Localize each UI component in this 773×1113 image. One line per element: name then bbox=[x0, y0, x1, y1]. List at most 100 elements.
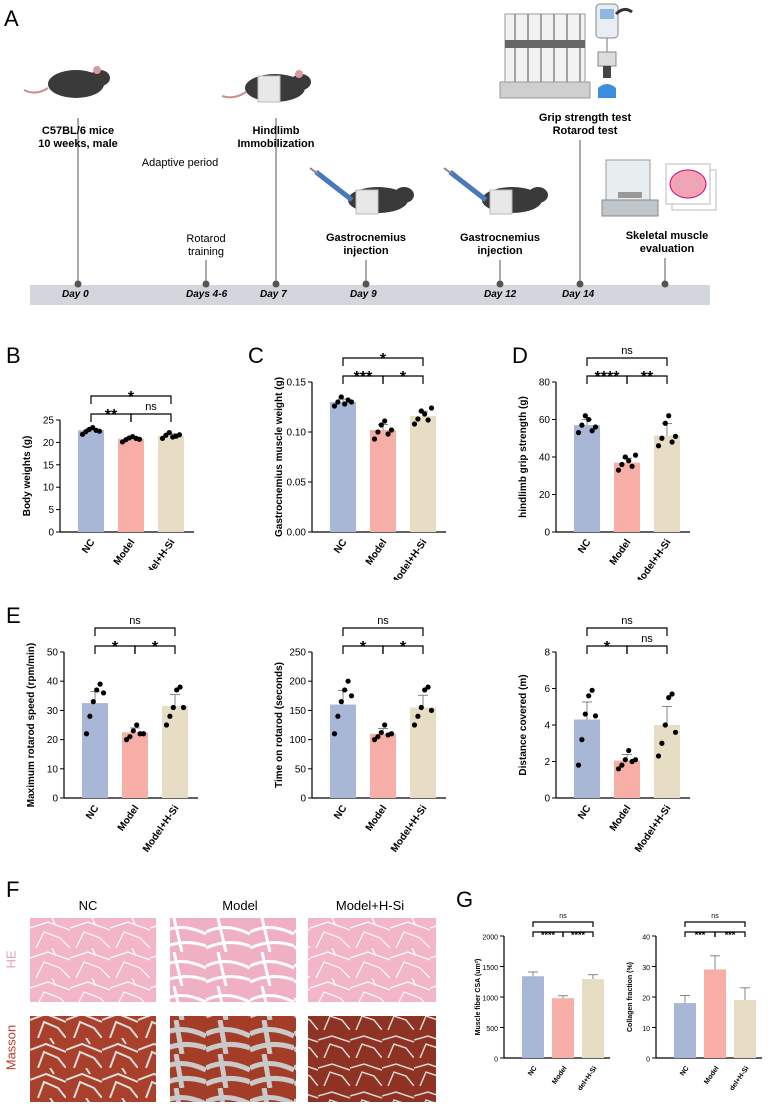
data-point bbox=[382, 722, 388, 728]
significance-bracket bbox=[562, 931, 594, 937]
data-point bbox=[174, 687, 180, 693]
category-label: Model+H-Si bbox=[389, 537, 430, 580]
y-tick-label: 4 bbox=[544, 721, 550, 732]
bar bbox=[654, 435, 680, 532]
data-point bbox=[166, 429, 172, 436]
y-tick-label: 0 bbox=[48, 528, 54, 539]
data-point bbox=[415, 416, 421, 422]
data-point bbox=[385, 431, 391, 437]
y-tick-label: 0 bbox=[544, 794, 550, 805]
significance-label: ns bbox=[621, 615, 633, 627]
he-model-image bbox=[170, 918, 296, 1002]
grip-strength-meter-icon bbox=[595, 3, 633, 98]
panel-label-b: B bbox=[6, 343, 21, 368]
data-point bbox=[100, 690, 107, 696]
data-point bbox=[422, 411, 428, 417]
data-point bbox=[428, 405, 435, 411]
bar bbox=[162, 706, 188, 798]
bar bbox=[158, 435, 184, 532]
category-label: NC bbox=[332, 803, 349, 821]
day-9: Day 9 bbox=[350, 289, 377, 300]
grip-rotarod-label: Grip strength test Rotarod test bbox=[538, 112, 632, 137]
data-point bbox=[666, 413, 672, 419]
rotarod-speed-chart: 0 10 20 30 40 50 Maximum rotarod speed (rpm/mi… bbox=[26, 615, 198, 852]
muscle-tissue-icon bbox=[665, 163, 717, 211]
data-point bbox=[94, 687, 100, 693]
data-point bbox=[97, 681, 103, 687]
category-label: Model bbox=[703, 1065, 720, 1086]
data-point bbox=[615, 766, 622, 772]
category-label: NC bbox=[679, 1065, 691, 1077]
data-point bbox=[83, 731, 90, 737]
data-point bbox=[130, 728, 136, 734]
data-point bbox=[619, 461, 625, 468]
hindlimb-label: Hindlimb Immobilization bbox=[237, 125, 315, 150]
bar bbox=[118, 438, 144, 532]
significance-label: *** bbox=[725, 930, 736, 940]
significance-label: ** bbox=[641, 369, 654, 386]
significance-label: * bbox=[380, 351, 387, 368]
y-tick-label: 5 bbox=[48, 505, 54, 516]
y-tick-label: 0.00 bbox=[287, 528, 307, 539]
significance-bracket bbox=[626, 645, 668, 654]
data-point bbox=[123, 737, 130, 743]
y-tick-label: 500 bbox=[486, 1026, 498, 1033]
day-14: Day 14 bbox=[562, 289, 595, 300]
bar bbox=[674, 1003, 696, 1058]
data-point bbox=[575, 430, 582, 436]
y-tick-label: 6 bbox=[544, 684, 550, 695]
data-point bbox=[96, 428, 103, 434]
y-tick-label: 10 bbox=[43, 483, 55, 494]
data-point bbox=[331, 731, 338, 737]
injection-mouse-icon bbox=[443, 167, 548, 215]
distance-covered-chart: 0 2 4 6 8 Distance covered (m) NC Model Model+H-… bbox=[518, 615, 690, 852]
data-point bbox=[167, 713, 173, 719]
y-tick-label: 200 bbox=[289, 677, 306, 688]
data-point bbox=[592, 713, 599, 719]
adaptive-period-label: Adaptive period bbox=[141, 157, 219, 169]
data-point bbox=[371, 737, 378, 743]
histology-row-he: HE bbox=[3, 950, 19, 969]
y-tick-label: 30 bbox=[47, 706, 59, 717]
significance-label: * bbox=[604, 639, 611, 656]
data-point bbox=[348, 693, 355, 699]
significance-label: **** bbox=[541, 930, 556, 940]
significance-label: ns bbox=[621, 345, 633, 357]
data-point bbox=[411, 722, 418, 728]
data-point bbox=[589, 428, 595, 434]
skeletal-muscle-label: Skeletal muscle evaluation bbox=[625, 230, 709, 255]
significance-bracket bbox=[342, 627, 424, 636]
y-axis-label: Collagen fraction (%) bbox=[627, 962, 634, 1032]
y-tick-label: 1000 bbox=[482, 996, 498, 1003]
significance-bracket bbox=[586, 627, 668, 636]
data-point bbox=[378, 729, 384, 736]
category-label: Model+H-Si bbox=[633, 803, 674, 852]
data-point bbox=[136, 436, 143, 442]
bar bbox=[704, 969, 726, 1058]
significance-bracket bbox=[90, 395, 172, 404]
y-tick-label: 250 bbox=[289, 648, 306, 659]
y-tick-label: 10 bbox=[642, 1026, 650, 1033]
he-hsi-image bbox=[308, 918, 436, 1002]
category-label: NC bbox=[80, 537, 97, 555]
bar bbox=[370, 733, 396, 798]
data-point bbox=[632, 757, 639, 763]
data-point bbox=[371, 436, 378, 442]
y-tick-label: 0 bbox=[494, 1057, 498, 1064]
data-point bbox=[586, 416, 592, 423]
y-tick-label: 8 bbox=[544, 648, 550, 659]
category-label: Model+H-Si bbox=[723, 1065, 751, 1090]
bar bbox=[614, 462, 640, 532]
significance-bracket bbox=[130, 413, 172, 422]
significance-label: **** bbox=[595, 369, 621, 386]
data-point bbox=[335, 399, 341, 405]
day-12: Day 12 bbox=[484, 289, 517, 300]
y-axis-label: Body weights (g) bbox=[22, 436, 33, 517]
histology-col-nc: NC bbox=[78, 898, 98, 913]
rotarod-time-chart: 0 50 100 150 200 250 Time on rotarod (seconds)… bbox=[274, 615, 446, 852]
y-tick-label: 1500 bbox=[482, 965, 498, 972]
masson-hsi-image bbox=[308, 1016, 436, 1102]
data-point bbox=[342, 687, 348, 693]
rotarod-apparatus-icon bbox=[499, 13, 591, 99]
data-point bbox=[615, 467, 622, 473]
